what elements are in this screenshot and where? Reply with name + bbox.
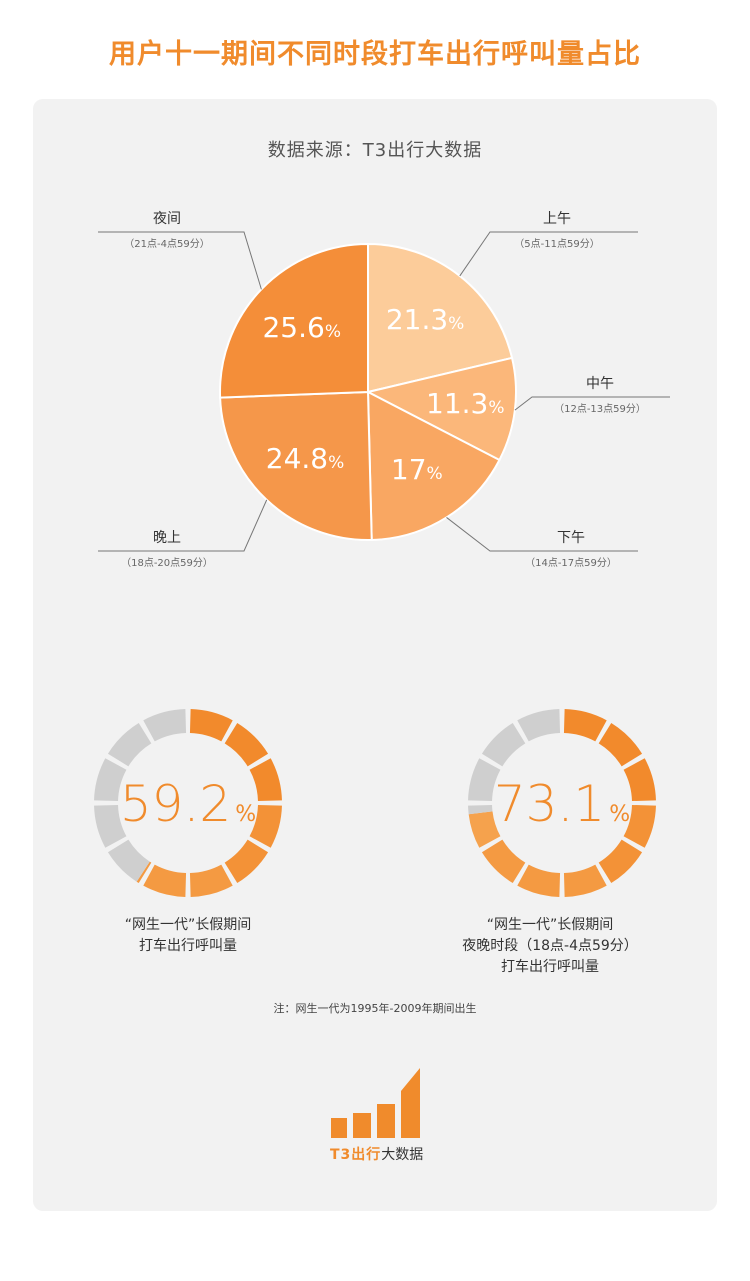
- donut-segment-filled: [249, 758, 282, 802]
- donut-value-number: 73.1: [494, 775, 605, 833]
- pie-value-unit: %: [448, 314, 464, 334]
- donut-value-label: 73.1%: [494, 775, 630, 833]
- pie-value-number: 24.8: [266, 442, 328, 475]
- data-source: 数据来源：T3出行大数据: [267, 140, 483, 161]
- donut-segment-filled: [189, 709, 233, 742]
- donut-segment-filled: [143, 864, 187, 897]
- donut-segment-filled: [563, 709, 607, 742]
- pie-slice: [365, 356, 517, 462]
- donut-segment-filled: [224, 722, 269, 767]
- donut-segment-filled: [623, 804, 656, 848]
- donut-segment-empty: [143, 709, 187, 742]
- donut-segment-empty: [468, 804, 493, 815]
- caption-line: 打车出行呼叫量: [501, 959, 599, 975]
- donut-1-caption: “网生一代”长假期间 打车出行呼叫量: [68, 915, 308, 957]
- donut-value-unit: %: [235, 802, 256, 827]
- donut-segment-filled: [481, 839, 526, 884]
- pie-leader-line: [446, 517, 638, 552]
- pie-value-label: 11.3%: [426, 387, 505, 420]
- logo-bar: [353, 1113, 371, 1138]
- pie-value-label: 17%: [391, 453, 443, 486]
- pie-slice-range: （18点-20点59分）: [121, 557, 213, 569]
- donut-segment-filled: [517, 864, 561, 897]
- pie-slice-name: 夜间: [153, 211, 181, 227]
- donut-segment-empty: [517, 709, 561, 742]
- donut-segment-empty: [468, 758, 501, 802]
- donut-segment-filled: [623, 758, 656, 802]
- pie-leader-line: [98, 499, 268, 552]
- pie-slice: [219, 390, 373, 541]
- donut-segment-filled: [224, 839, 269, 884]
- pie-slice-range: （21点-4点59分）: [124, 238, 209, 250]
- pie-slice-range: （5点-11点59分）: [514, 238, 599, 250]
- pie-value-unit: %: [328, 453, 344, 473]
- page-title: 用户十一期间不同时段打车出行呼叫量占比: [109, 39, 641, 70]
- logo-bar-peak: [401, 1068, 420, 1138]
- pie-labels: 上午 （5点-11点59分） 中午 （12点-13点59分） 下午 （14点-17点59分…: [98, 211, 670, 569]
- donut-value-label: 59.2%: [120, 775, 256, 833]
- donut-segment-empty: [94, 758, 127, 802]
- pie-value-label: 24.8%: [266, 442, 345, 475]
- caption-line: 打车出行呼叫量: [139, 938, 237, 954]
- donut-segment-empty: [107, 839, 150, 882]
- donut-segment-empty: [481, 722, 526, 767]
- pie-value-label: 25.6%: [262, 311, 341, 344]
- donut-segment-empty: [94, 804, 127, 848]
- logo-suffix: 大数据: [381, 1147, 424, 1163]
- pie-value-number: 11.3: [426, 387, 488, 420]
- donut-segment-filled: [563, 864, 607, 897]
- donut-segment-filled: [598, 722, 643, 767]
- pie-slice-name: 晚上: [153, 530, 181, 546]
- donut-segment-filled: [598, 839, 643, 884]
- pie-slice: [366, 390, 501, 541]
- donut-value-unit: %: [609, 802, 630, 827]
- pie-slice-name: 上午: [543, 211, 571, 227]
- donut-segment-filled: [468, 811, 501, 848]
- pie-value-unit: %: [325, 322, 341, 342]
- donut-segment-filled: [249, 804, 282, 848]
- donut-segment-filled: [189, 864, 233, 897]
- logo-brand: T3出行: [330, 1147, 382, 1163]
- pie-leader-line: [459, 231, 638, 277]
- pie-leader-line: [514, 396, 670, 411]
- donut-segment-empty: [107, 722, 152, 767]
- logo-bar: [331, 1118, 347, 1138]
- pie-slice-range: （12点-13点59分）: [554, 403, 646, 415]
- donut-chart-1: 59.2%: [94, 709, 282, 897]
- logo-wordmark: T3出行大数据: [330, 1144, 423, 1164]
- pie-slice-name: 下午: [557, 530, 585, 546]
- caption-line: “网生一代”长假期间: [486, 917, 614, 933]
- pie-slice-name: 中午: [586, 376, 614, 392]
- caption-line: “网生一代”长假期间: [124, 917, 252, 933]
- donut-segment-filled: [136, 861, 152, 884]
- pie-value-label: 21.3%: [386, 303, 465, 336]
- caption-line: 夜晚时段（18点-4点59分）: [462, 938, 638, 954]
- pie-value-number: 17: [391, 453, 427, 486]
- donut-value-number: 59.2: [120, 775, 231, 833]
- footnote: 注：网生一代为1995年-2009年期间出生: [273, 1002, 477, 1015]
- pie-leader-line: [98, 231, 262, 290]
- pie-chart: 21.3%11.3%17%24.8%25.6%: [219, 242, 517, 541]
- logo-bar: [377, 1104, 395, 1138]
- pie-value-unit: %: [427, 464, 443, 484]
- pie-value-number: 25.6: [262, 311, 324, 344]
- donut-2-caption: “网生一代”长假期间 夜晚时段（18点-4点59分） 打车出行呼叫量: [430, 915, 670, 978]
- pie-value-unit: %: [488, 398, 504, 418]
- pie-slice-range: （14点-17点59分）: [525, 557, 617, 569]
- pie-value-number: 21.3: [386, 303, 448, 336]
- donut-chart-2: 73.1%: [468, 709, 656, 897]
- logo-bars: [331, 1068, 420, 1138]
